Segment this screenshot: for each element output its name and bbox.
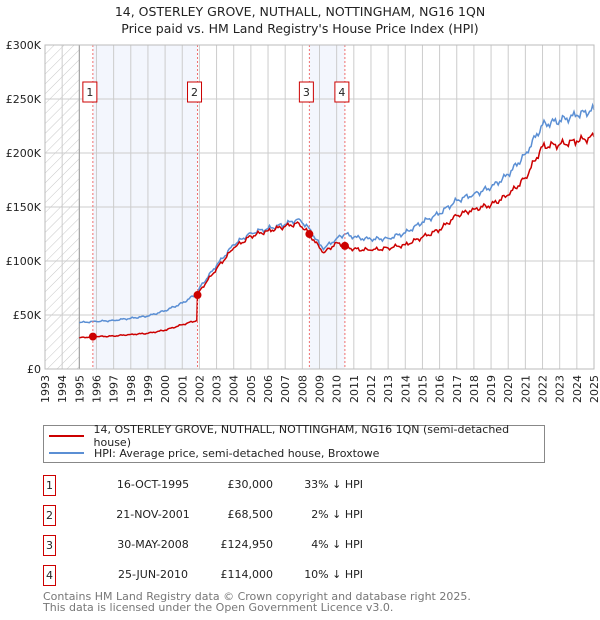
sale-point xyxy=(305,230,314,239)
sale-label-box xyxy=(187,81,203,103)
y-tick-label: £300K xyxy=(6,39,42,52)
sale-hpi-diff: 33% ↓ HPI xyxy=(304,478,363,491)
y-tick-label: £150K xyxy=(6,201,42,214)
hpi-series-line xyxy=(79,102,595,324)
hpi-line-swatch xyxy=(49,452,84,454)
y-tick-label: £200K xyxy=(6,147,42,160)
sale-date: 30-MAY-2008 xyxy=(117,538,189,551)
sale-date: 25-JUN-2010 xyxy=(117,568,189,581)
sale-number-badge: 1 xyxy=(43,475,56,496)
legend-item-property: 14, OSTERLEY GROVE, NUTHALL, NOTTINGHAM,… xyxy=(44,423,544,449)
property-line-swatch xyxy=(49,435,84,437)
price-chart: 1 2 3 4 1993 1994 1995 1996 1997 1998 1999 2000 2001… xyxy=(6,39,600,403)
legend-hpi-label: HPI: Average price, semi-detached house,… xyxy=(94,446,380,460)
x-tick-label: 2019 xyxy=(485,375,498,403)
x-tick-label: 2001 xyxy=(176,375,189,403)
sale-price: £114,000 xyxy=(220,568,274,581)
footer-licence: This data is licensed under the Open Gov… xyxy=(43,601,394,614)
x-tick-label: 1999 xyxy=(142,375,155,403)
x-tick-label: 1997 xyxy=(108,375,121,403)
sale-number-badge: 3 xyxy=(43,535,56,556)
plot-frame xyxy=(44,44,595,370)
sale-hpi-diff: 2% ↓ HPI xyxy=(311,508,363,521)
sale-date: 21-NOV-2001 xyxy=(116,508,190,521)
x-tick-label: 2007 xyxy=(279,375,292,403)
sale-date: 16-OCT-1995 xyxy=(116,478,190,491)
x-tick-label: 2015 xyxy=(416,375,429,403)
sale-hpi-diff: 10% ↓ HPI xyxy=(304,568,363,581)
x-tick-label: 2008 xyxy=(296,375,309,403)
sale-label-number: 3 xyxy=(303,86,310,99)
x-tick-label: 2003 xyxy=(211,375,224,403)
y-tick-label: £50K xyxy=(13,309,42,322)
legend-property-label: 14, OSTERLEY GROVE, NUTHALL, NOTTINGHAM,… xyxy=(93,423,510,449)
x-tick-label: 1998 xyxy=(125,375,138,403)
x-tick-label: 2022 xyxy=(537,375,550,403)
x-tick-label: 2002 xyxy=(193,375,206,403)
x-tick-label: 1994 xyxy=(56,375,69,403)
sale-point xyxy=(88,332,97,341)
x-tick-label: 2018 xyxy=(468,375,481,403)
sale-price: £124,950 xyxy=(220,538,274,551)
x-tick-label: 2021 xyxy=(519,375,532,403)
footer-copyright: Contains HM Land Registry data © Crown c… xyxy=(43,590,471,603)
sale-label-box xyxy=(82,81,98,103)
x-tick-label: 2006 xyxy=(262,375,275,403)
sale-hpi-diff: 4% ↓ HPI xyxy=(311,538,363,551)
sale-label-number: 2 xyxy=(191,86,198,99)
sale-label-number: 4 xyxy=(338,86,345,99)
x-tick-label: 2020 xyxy=(502,375,515,403)
x-tick-label: 2009 xyxy=(314,375,327,403)
sale-label-box xyxy=(298,81,314,103)
legend: 14, OSTERLEY GROVE, NUTHALL, NOTTINGHAM,… xyxy=(43,423,545,463)
sale-number-badge: 2 xyxy=(43,505,56,526)
x-tick-label: 2023 xyxy=(554,375,567,403)
x-tick-label: 2000 xyxy=(159,375,172,403)
legend-item-hpi: HPI: Average price, semi-detached house,… xyxy=(44,445,379,461)
x-tick-label: 2004 xyxy=(228,375,241,403)
x-tick-label: 1996 xyxy=(90,375,103,403)
sale-label-box xyxy=(334,81,350,103)
x-tick-label: 2013 xyxy=(382,375,395,403)
x-tick-label: 2011 xyxy=(348,375,361,403)
x-tick-label: 1995 xyxy=(73,375,86,403)
x-tick-label: 2024 xyxy=(571,375,584,403)
x-tick-label: 2010 xyxy=(331,375,344,403)
chart-subtitle: Price paid vs. HM Land Registry's House … xyxy=(121,21,479,36)
sale-point xyxy=(193,291,202,300)
property-series-line xyxy=(79,131,595,339)
x-tick-label: 1993 xyxy=(39,375,52,403)
x-tick-label: 2017 xyxy=(451,375,464,403)
x-tick-label: 2005 xyxy=(245,375,258,403)
sale-label-number: 1 xyxy=(86,86,93,99)
y-tick-label: £250K xyxy=(6,93,42,106)
y-tick-label: £100K xyxy=(6,255,42,268)
sale-price: £68,500 xyxy=(227,508,274,521)
sale-price: £30,000 xyxy=(227,478,274,491)
sale-number-badge: 4 xyxy=(43,565,56,586)
x-tick-label: 2025 xyxy=(588,375,600,403)
x-tick-label: 2014 xyxy=(399,375,412,403)
y-tick-label: £0 xyxy=(27,363,41,376)
chart-title: 14, OSTERLEY GROVE, NUTHALL, NOTTINGHAM,… xyxy=(114,4,486,19)
x-tick-label: 2016 xyxy=(434,375,447,403)
sale-point xyxy=(340,241,349,250)
x-tick-label: 2012 xyxy=(365,375,378,403)
